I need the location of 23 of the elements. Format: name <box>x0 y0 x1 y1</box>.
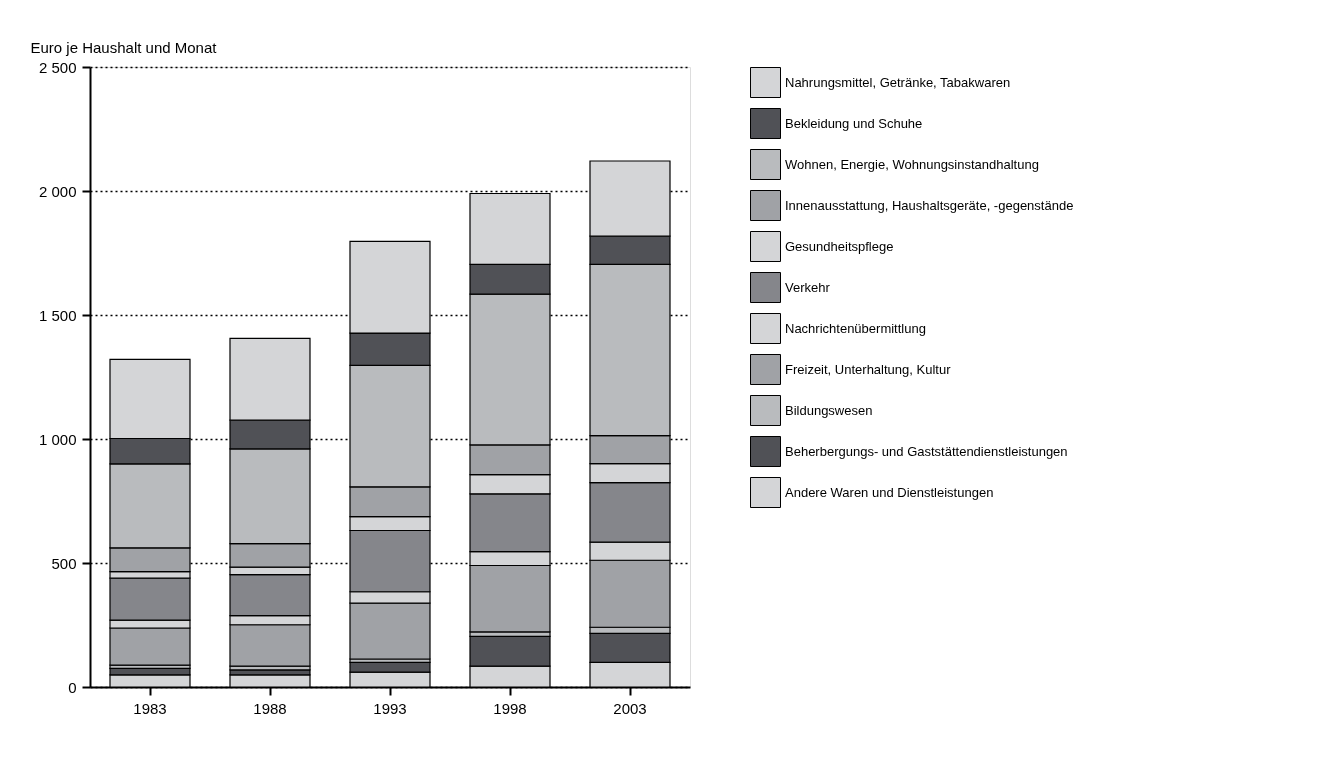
x-tick-label: 2003 <box>613 699 647 717</box>
x-tick-label: 1998 <box>493 699 527 717</box>
y-tick-label: 2 500 <box>38 58 77 76</box>
x-tick-label: 1988 <box>253 699 287 717</box>
legend-label: Verkehr <box>785 279 831 295</box>
legend-label: Innenausstattung, Haushaltsgeräte, -gegenstände <box>785 197 1074 213</box>
legend-label: Wohnen, Energie, Wohnungsinstandhaltung <box>785 156 1039 172</box>
x-tick-label: 1993 <box>373 699 407 717</box>
x-tick-label: 1983 <box>133 699 167 717</box>
y-axis-title: Euro je Haushalt und Monat <box>30 38 218 56</box>
y-tick-label: 1 000 <box>38 430 77 448</box>
y-tick-label: 2 000 <box>38 182 77 200</box>
y-tick-label: 1 500 <box>38 306 77 324</box>
legend-label: Nahrungsmittel, Getränke, Tabakwaren <box>785 74 1011 90</box>
y-tick-label: 500 <box>51 554 77 572</box>
legend-label: Beherbergungs- und Gaststättendienstleistungen <box>785 443 1068 459</box>
legend-label: Andere Waren und Dienstleistungen <box>785 484 994 500</box>
y-tick-label: 0 <box>68 678 77 696</box>
legend-label: Freizeit, Unterhaltung, Kultur <box>785 361 952 377</box>
legend-label: Nachrichtenübermittlung <box>785 320 926 336</box>
legend-label: Bekleidung und Schuhe <box>785 115 923 131</box>
legend-label: Gesundheitspflege <box>785 238 894 254</box>
legend-label: Bildungswesen <box>785 402 873 418</box>
